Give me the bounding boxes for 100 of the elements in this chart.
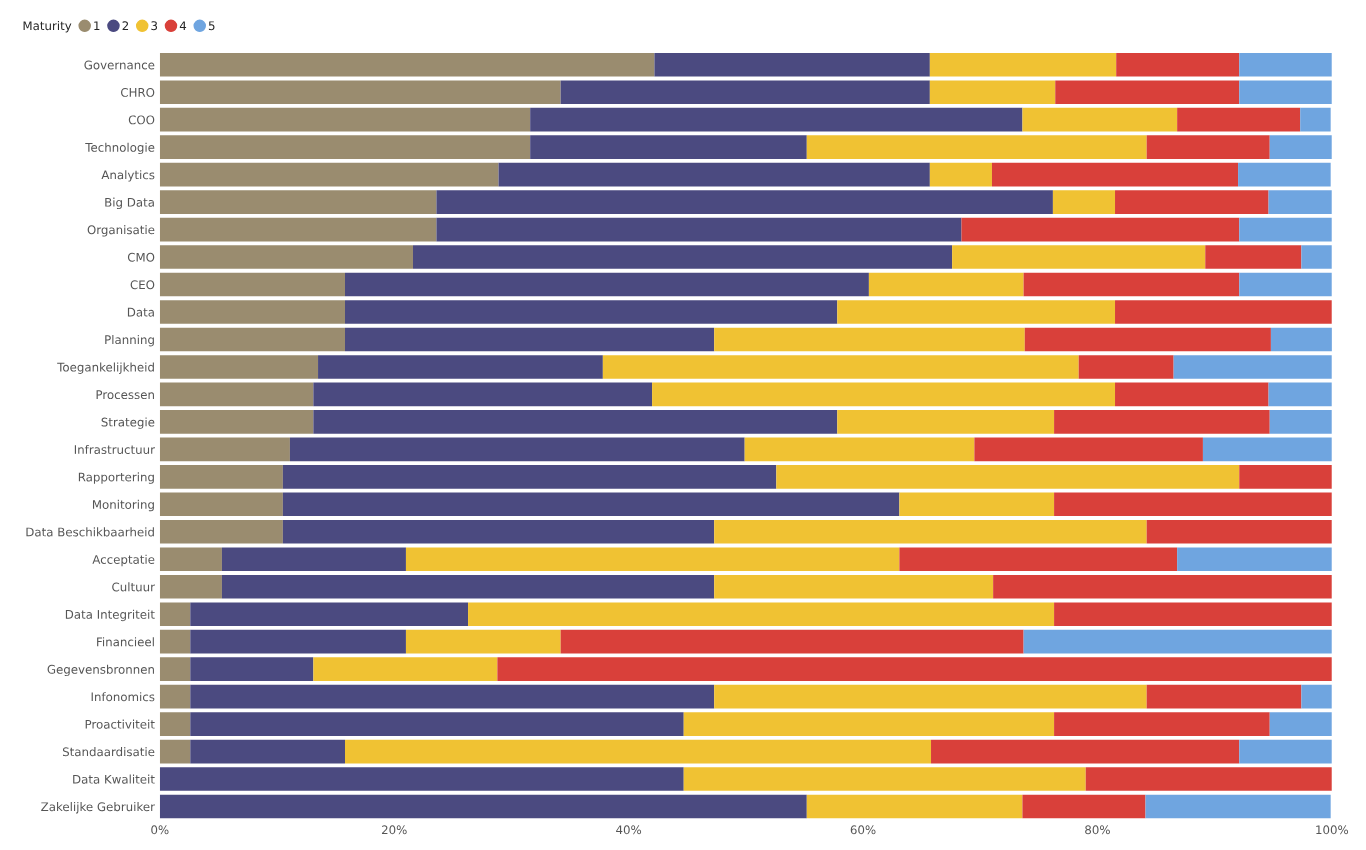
y-tick-label: Rapportering (78, 472, 154, 484)
bar (497, 657, 1332, 681)
bar (159, 245, 413, 269)
bar (1023, 272, 1240, 297)
bar (929, 52, 1117, 77)
bar (929, 80, 1056, 105)
legend-label: 2 (122, 21, 129, 30)
y-tick-label: Standaardisatie (62, 747, 155, 757)
bar (405, 547, 900, 572)
bar (159, 574, 222, 599)
y-tick-label: Toegankelijkheid (57, 362, 154, 374)
bar (868, 272, 1024, 297)
bar (221, 574, 715, 599)
bar (1301, 245, 1332, 269)
bar (221, 547, 406, 572)
y-tick-label: CHRO (121, 87, 155, 97)
bar (345, 739, 932, 764)
bar (289, 437, 745, 462)
bar (1054, 410, 1270, 434)
bar (1269, 410, 1332, 434)
bar (560, 629, 1024, 654)
bar (159, 410, 314, 434)
bar (1115, 300, 1332, 324)
bar (1022, 794, 1146, 819)
bar (405, 629, 561, 654)
bar (159, 519, 283, 544)
bar (1177, 547, 1332, 572)
bar (974, 437, 1203, 462)
bar (1054, 492, 1332, 517)
bar (282, 465, 777, 489)
bar (159, 437, 290, 462)
bar (318, 355, 603, 379)
bar (190, 684, 715, 709)
bar (1145, 794, 1331, 819)
y-tick-label: Cultuur (112, 582, 155, 592)
y-tick-label: Governance (84, 60, 155, 70)
bar (190, 629, 406, 654)
bar (498, 162, 930, 187)
x-tick-label: 20% (381, 825, 407, 835)
bar (190, 657, 314, 681)
y-tick-label: Acceptatie (92, 554, 155, 567)
bar (806, 794, 1023, 819)
bar (654, 52, 930, 77)
bar (652, 382, 1116, 407)
bar (313, 657, 498, 681)
y-tick-label: Data Integriteit (65, 609, 155, 622)
bar (1055, 80, 1240, 105)
y-tick-label: Organisatie (87, 225, 155, 237)
bar (602, 355, 1079, 379)
bar (159, 217, 437, 242)
bar (159, 492, 283, 517)
bar (1239, 80, 1332, 105)
bar (190, 712, 684, 736)
y-tick-label: Monitoring (92, 499, 154, 512)
x-tick-label: 40% (616, 825, 642, 835)
bar (837, 300, 1116, 324)
y-tick-label: Infrastructuur (74, 444, 155, 455)
bar (345, 300, 838, 324)
y-tick-label: Gegevensbronnen (47, 664, 154, 677)
bar (345, 272, 869, 297)
legend-label: 5 (208, 21, 215, 31)
x-tick-label: 80% (1085, 825, 1110, 835)
y-tick-label: COO (128, 115, 155, 125)
bar (159, 684, 191, 709)
bar (1202, 437, 1332, 462)
bar (1054, 602, 1332, 627)
bar (961, 217, 1240, 242)
bar (1268, 382, 1332, 407)
bar (1115, 190, 1269, 214)
bar (159, 272, 345, 297)
bar (159, 80, 561, 105)
bar (282, 519, 715, 544)
legend-label: 4 (179, 21, 187, 30)
bar (1301, 684, 1332, 709)
y-tick-label: Infonomics (91, 692, 155, 702)
bar (1239, 52, 1332, 77)
y-tick-label: Planning (105, 334, 154, 347)
bar (190, 602, 469, 627)
bar (530, 135, 807, 159)
y-tick-label: Strategie (101, 417, 155, 429)
bar (993, 574, 1332, 599)
x-tick-label: 0% (151, 825, 169, 835)
bar (159, 794, 807, 819)
x-tick-label: 100% (1316, 825, 1349, 835)
bar (159, 547, 222, 572)
y-tick-label: Data Kwaliteit (73, 774, 155, 784)
bar (1173, 355, 1332, 379)
bar (159, 629, 191, 654)
bar (412, 245, 953, 269)
bar (159, 602, 191, 627)
bar (159, 355, 319, 379)
bar (899, 492, 1055, 517)
bar (1022, 107, 1178, 132)
bar (159, 135, 531, 159)
bar (313, 382, 653, 407)
bar (1023, 629, 1332, 654)
bar (1078, 355, 1174, 379)
bar (436, 217, 962, 242)
bar (468, 602, 1055, 627)
bar (159, 162, 499, 187)
